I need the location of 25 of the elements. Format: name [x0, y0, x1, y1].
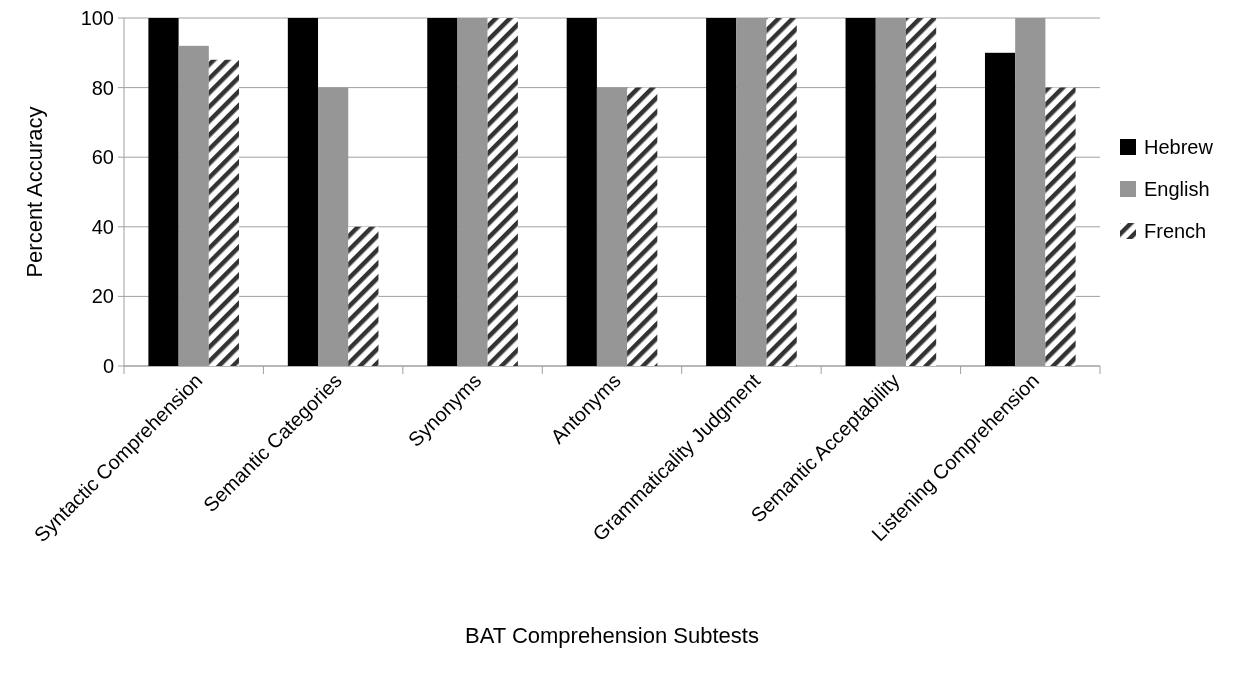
bar — [148, 18, 179, 366]
legend-label: French — [1144, 220, 1207, 242]
bar — [627, 87, 658, 366]
bar — [845, 18, 876, 366]
legend-label: English — [1144, 178, 1210, 200]
x-axis-title: BAT Comprehension Subtests — [465, 623, 759, 648]
bar — [905, 18, 937, 366]
y-tick-label: 0 — [102, 355, 114, 377]
bar — [1045, 87, 1076, 366]
y-tick-label: 20 — [91, 285, 114, 308]
y-axis-title: Percent Accuracy — [22, 106, 47, 278]
bar — [487, 18, 518, 366]
y-tick-label: 40 — [91, 215, 114, 238]
bar — [348, 226, 379, 366]
bar — [766, 18, 797, 366]
bar — [706, 18, 737, 366]
bar — [984, 52, 1016, 366]
bar — [287, 18, 319, 366]
legend-label: Hebrew — [1144, 136, 1214, 158]
y-tick-label: 100 — [80, 7, 114, 29]
bar — [208, 59, 240, 366]
bar — [566, 18, 597, 366]
bar — [427, 18, 458, 366]
y-tick-label: 60 — [91, 146, 114, 169]
y-tick-label: 80 — [91, 76, 114, 99]
